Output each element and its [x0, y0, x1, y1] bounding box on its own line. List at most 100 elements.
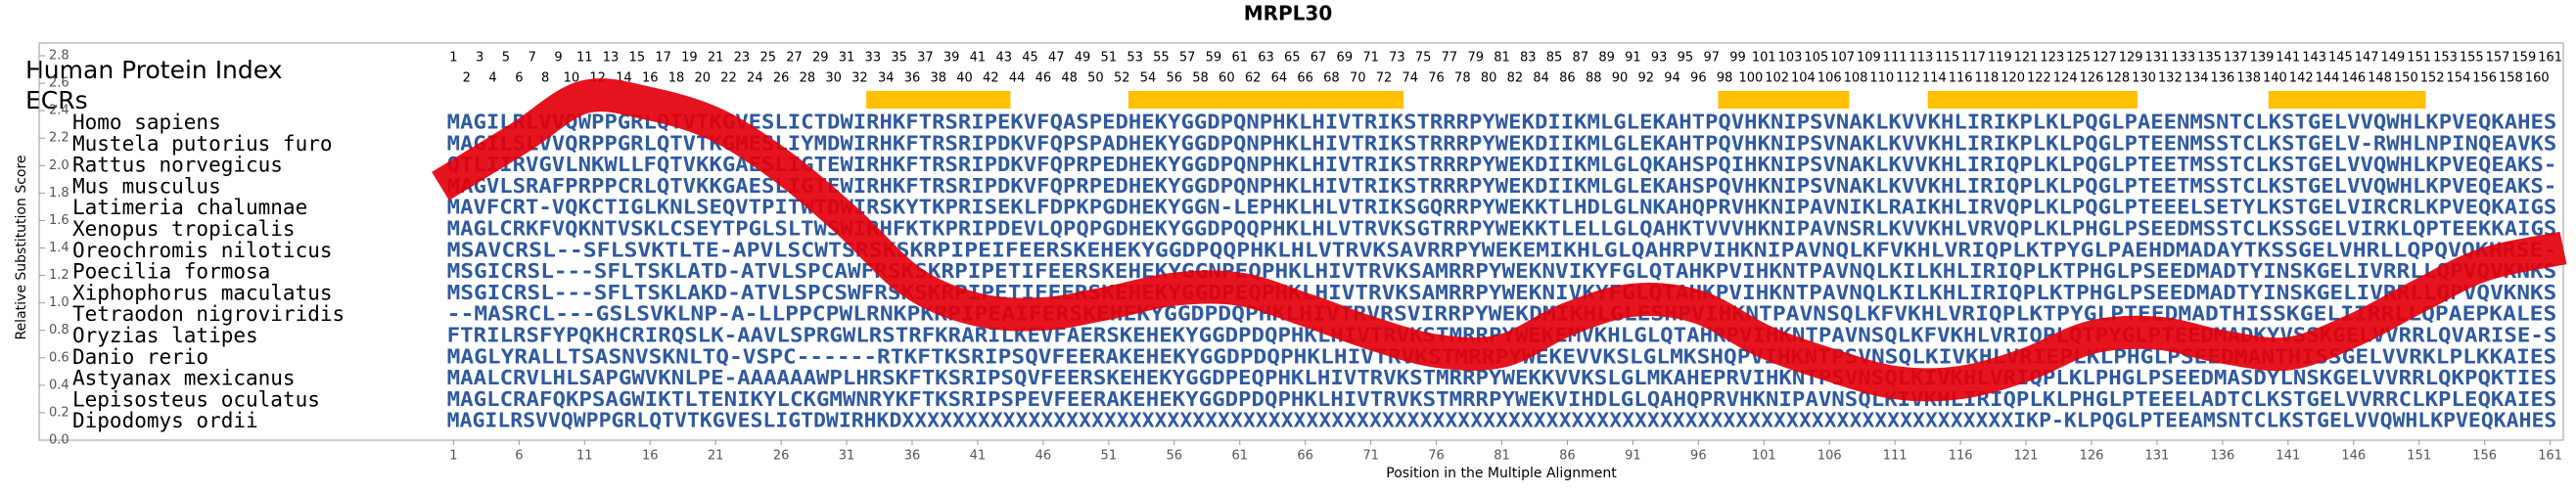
position-index: 21 [708, 51, 724, 66]
ecr-box [1127, 91, 1404, 109]
position-index: 63 [1258, 51, 1274, 66]
x-tick-label: 91 [1625, 449, 1641, 464]
position-index: 144 [2316, 71, 2340, 86]
sequence: --MASRCL---GSLSVKLNP-A-LLPPCPWLRNKPKRPIP… [447, 302, 2557, 326]
position-index: 119 [1988, 51, 2012, 66]
position-index: 102 [1765, 71, 1789, 86]
position-index: 86 [1559, 71, 1576, 86]
y-axis-label: Relative Substitution Score [14, 155, 29, 339]
y-tick-label: 1.8 [49, 186, 69, 201]
y-tick-label: 2.2 [49, 131, 69, 146]
position-index: 65 [1284, 51, 1301, 66]
position-index: 99 [1729, 51, 1746, 66]
x-tick-label: 41 [970, 449, 987, 464]
position-index: 17 [655, 51, 671, 66]
position-index: 150 [2394, 71, 2418, 86]
species-name: Homo sapiens [72, 111, 221, 134]
y-tick-label: 2.0 [49, 158, 69, 173]
position-index: 89 [1598, 51, 1615, 66]
position-index: 50 [1087, 71, 1104, 86]
position-index: 128 [2105, 71, 2130, 86]
position-index: 75 [1415, 51, 1432, 66]
y-tick-label: 2.6 [49, 76, 69, 91]
position-index: 55 [1153, 51, 1170, 66]
position-index: 84 [1533, 71, 1549, 86]
position-index: 141 [2276, 51, 2300, 66]
position-index: 147 [2355, 51, 2379, 66]
position-index: 106 [1817, 71, 1842, 86]
position-index: 118 [1974, 71, 1999, 86]
position-index: 35 [891, 51, 907, 66]
x-axis-label: Position in the Multiple Alignment [1386, 466, 1617, 481]
position-index: 8 [541, 71, 549, 86]
position-index: 155 [2460, 51, 2484, 66]
index-label: Human Protein Index [25, 56, 283, 84]
x-tick-label: 16 [642, 449, 659, 464]
position-index: 44 [1009, 71, 1026, 86]
position-index: 127 [2093, 51, 2117, 66]
position-index: 70 [1350, 71, 1366, 86]
position-index: 152 [2420, 71, 2445, 86]
position-index: 10 [564, 71, 580, 86]
species-name: Danio rerio [72, 345, 208, 369]
x-tick-label: 116 [1949, 449, 1973, 464]
x-tick-label: 126 [2080, 449, 2104, 464]
position-index: 97 [1703, 51, 1720, 66]
position-index: 58 [1192, 71, 1209, 86]
position-index: 151 [2407, 51, 2431, 66]
sequence: MSAVCRSL--SFLSVKTLTE-APVLSCWTSRSKSKRPIPE… [447, 238, 2557, 261]
sequence: MAALCRVLHLSAPGWVKNLPE-AAAAAAWPLHRSKFTKSR… [447, 366, 2557, 389]
position-index: 48 [1061, 71, 1078, 86]
x-tick-label: 86 [1559, 449, 1576, 464]
position-index: 9 [554, 51, 562, 66]
position-index: 78 [1454, 71, 1471, 86]
position-index: 146 [2341, 71, 2366, 86]
species-name: Rattus norvegicus [72, 154, 283, 177]
position-index: 51 [1101, 51, 1118, 66]
x-tick-label: 106 [1817, 449, 1842, 464]
ecr-box [1927, 91, 2138, 109]
position-index: 98 [1717, 71, 1733, 86]
species-name: Xenopus tropicalis [72, 217, 296, 241]
position-index: 33 [865, 51, 882, 66]
position-index: 43 [995, 51, 1012, 66]
x-tick-label: 131 [2145, 449, 2170, 464]
position-index: 116 [1949, 71, 1973, 86]
position-index: 131 [2145, 51, 2170, 66]
position-index: 20 [695, 71, 712, 86]
y-tick-label: 0.2 [49, 405, 69, 420]
position-index: 85 [1546, 51, 1563, 66]
x-tick-label: 26 [773, 449, 790, 464]
ecr-box [866, 91, 1011, 109]
position-index: 90 [1612, 71, 1629, 86]
position-index: 104 [1791, 71, 1816, 86]
sequence: MAGLCRKFVQKNTVSKLCSEYTPGLSLTWSWIRHFKTKPR… [447, 217, 2557, 241]
position-index: 54 [1140, 71, 1157, 86]
position-index: 4 [488, 71, 496, 86]
position-index: 120 [2001, 71, 2025, 86]
position-index: 94 [1664, 71, 1680, 86]
position-index: 77 [1442, 51, 1458, 66]
position-index: 40 [956, 71, 973, 86]
position-index: 122 [2027, 71, 2051, 86]
position-index: 32 [851, 71, 868, 86]
y-tick-label: 1.0 [49, 295, 69, 310]
position-index: 132 [2158, 71, 2183, 86]
position-index: 16 [642, 71, 659, 86]
position-index: 6 [515, 71, 523, 86]
position-index: 124 [2053, 71, 2078, 86]
y-tick-label: 0.8 [49, 323, 69, 337]
position-index: 56 [1167, 71, 1183, 86]
species-name: Mustela putorius furo [72, 132, 333, 156]
sequence: MAGILRSVVQWPPGRLQTVTKGVESLIGTDWIRHKDXXXX… [447, 409, 2557, 432]
position-index: 103 [1778, 51, 1803, 66]
position-index: 7 [529, 51, 536, 66]
position-index: 37 [917, 51, 934, 66]
position-index: 49 [1075, 51, 1091, 66]
position-index: 81 [1494, 51, 1510, 66]
position-index: 154 [2446, 71, 2470, 86]
position-index: 18 [668, 71, 685, 86]
position-index: 79 [1467, 51, 1484, 66]
position-index: 149 [2381, 51, 2406, 66]
